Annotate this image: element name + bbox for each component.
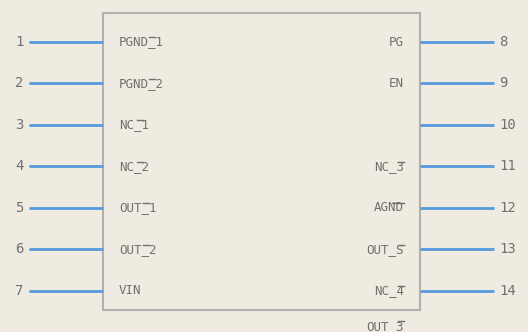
Text: OUT_1: OUT_1 bbox=[119, 202, 156, 214]
Text: NC_1: NC_1 bbox=[119, 119, 149, 131]
Text: OUT_2: OUT_2 bbox=[119, 243, 156, 256]
Text: 14: 14 bbox=[499, 284, 516, 298]
Text: NC_4: NC_4 bbox=[374, 285, 404, 297]
Text: 9: 9 bbox=[499, 76, 507, 91]
Text: 13: 13 bbox=[499, 242, 516, 256]
Text: 8: 8 bbox=[499, 35, 507, 49]
Text: EN: EN bbox=[389, 77, 404, 90]
Text: NC_3: NC_3 bbox=[374, 160, 404, 173]
Text: OUT_S: OUT_S bbox=[366, 243, 404, 256]
Bar bbox=[103, 13, 420, 310]
Text: 10: 10 bbox=[499, 118, 516, 132]
Text: 4: 4 bbox=[15, 159, 24, 173]
Text: 7: 7 bbox=[15, 284, 24, 298]
Text: 12: 12 bbox=[499, 201, 516, 215]
Text: PGND_1: PGND_1 bbox=[119, 36, 164, 48]
Text: VIN: VIN bbox=[119, 285, 142, 297]
Text: 6: 6 bbox=[15, 242, 24, 256]
Text: 2: 2 bbox=[15, 76, 24, 91]
Text: 1: 1 bbox=[15, 35, 24, 49]
Text: PG: PG bbox=[389, 36, 404, 48]
Text: OUT_3: OUT_3 bbox=[366, 320, 404, 332]
Text: 5: 5 bbox=[15, 201, 24, 215]
Text: PGND_2: PGND_2 bbox=[119, 77, 164, 90]
Text: AGND: AGND bbox=[374, 202, 404, 214]
Text: 3: 3 bbox=[15, 118, 24, 132]
Text: 11: 11 bbox=[499, 159, 516, 173]
Text: NC_2: NC_2 bbox=[119, 160, 149, 173]
